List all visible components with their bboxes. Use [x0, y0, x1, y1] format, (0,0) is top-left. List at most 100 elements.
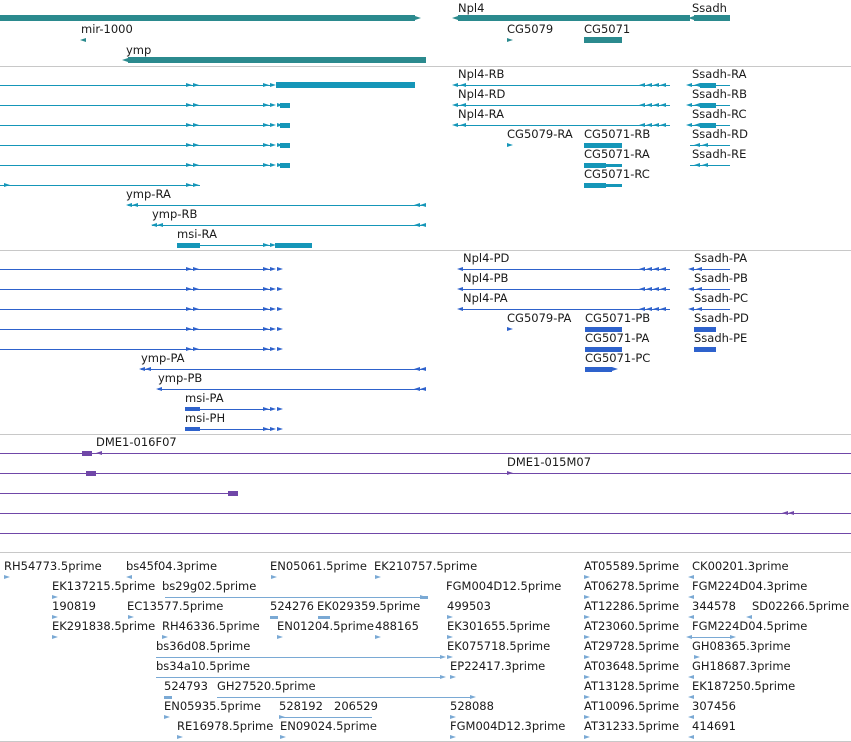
intron-line[interactable]: [694, 309, 730, 310]
est-label[interactable]: RH54773.5prime: [4, 559, 102, 573]
intron-line[interactable]: [0, 513, 851, 514]
est-label[interactable]: 524793: [164, 679, 208, 693]
gene-label-ssadh[interactable]: Ssadh: [692, 1, 727, 15]
intron-line[interactable]: [200, 245, 270, 246]
est-label[interactable]: FGM224D04.3prime: [692, 579, 808, 593]
est-label[interactable]: RH46336.5prime: [162, 619, 260, 633]
gene-bar[interactable]: [458, 15, 690, 21]
intron-line[interactable]: [141, 369, 426, 370]
transcript-label-ssadh-ra[interactable]: Ssadh-RA: [692, 67, 747, 81]
est-label[interactable]: bs29g02.5prime: [162, 579, 257, 593]
est-label[interactable]: GH18687.3prime: [692, 659, 791, 673]
est-label[interactable]: EN09024.5prime: [280, 719, 377, 733]
clone-label-dme1-016f07[interactable]: DME1-016F07: [96, 435, 177, 449]
intron-line[interactable]: [0, 85, 200, 86]
transcript-label-ssadh-rb[interactable]: Ssadh-RB: [692, 87, 747, 101]
intron-line[interactable]: [200, 145, 270, 146]
transcript-label-cg5071-rb[interactable]: CG5071-RB: [584, 127, 651, 141]
est-label[interactable]: AT23060.5prime: [584, 619, 680, 633]
intron-line[interactable]: [152, 225, 426, 226]
est-label[interactable]: EC13577.5prime: [127, 599, 224, 613]
est-label[interactable]: 488165: [375, 619, 419, 633]
intron-line[interactable]: [0, 493, 236, 494]
intron-line[interactable]: [463, 289, 670, 290]
est-label[interactable]: EN05935.5prime: [164, 699, 261, 713]
gene-bar[interactable]: [694, 15, 730, 21]
est-label[interactable]: EK210757.5prime: [374, 559, 478, 573]
intron-line[interactable]: [156, 657, 440, 658]
est-label[interactable]: 499503: [447, 599, 491, 613]
protein-label-cg5079-pa[interactable]: CG5079-PA: [507, 311, 572, 325]
protein-label-msi-ph[interactable]: msi-PH: [185, 411, 226, 425]
intron-line[interactable]: [0, 165, 200, 166]
intron-line[interactable]: [0, 145, 200, 146]
exon-block[interactable]: [700, 83, 716, 88]
intron-line[interactable]: [200, 289, 270, 290]
intron-line[interactable]: [165, 597, 420, 598]
est-label[interactable]: AT10096.5prime: [584, 699, 680, 713]
est-label[interactable]: EK029359.5prime: [317, 599, 421, 613]
intron-line[interactable]: [0, 125, 200, 126]
exon-block[interactable]: [584, 163, 606, 168]
transcript-label-npl4-rb[interactable]: Npl4-RB: [458, 67, 505, 81]
gene-label-ymp[interactable]: ymp: [126, 43, 152, 57]
protein-label-ssadh-pa[interactable]: Ssadh-PA: [694, 251, 748, 265]
est-label[interactable]: 524276: [270, 599, 314, 613]
intron-line[interactable]: [200, 309, 270, 310]
est-label[interactable]: CK00201.3prime: [692, 559, 789, 573]
transcript-label-cg5071-rc[interactable]: CG5071-RC: [584, 167, 650, 181]
exon-block[interactable]: [318, 616, 330, 619]
exon-block[interactable]: [606, 164, 622, 167]
est-label[interactable]: AT29728.5prime: [584, 639, 680, 653]
protein-label-ssadh-pe[interactable]: Ssadh-PE: [694, 331, 748, 345]
intron-line[interactable]: [200, 125, 270, 126]
intron-line[interactable]: [217, 697, 470, 698]
transcript-label-ymp-rb[interactable]: ymp-RB: [152, 207, 198, 221]
intron-line[interactable]: [200, 349, 270, 350]
exon-block[interactable]: [585, 327, 622, 332]
protein-label-npl4-pd[interactable]: Npl4-PD: [463, 251, 510, 265]
protein-label-ymp-pb[interactable]: ymp-PB: [158, 371, 203, 385]
intron-line[interactable]: [200, 329, 270, 330]
transcript-label-cg5071-ra[interactable]: CG5071-RA: [584, 147, 650, 161]
exon-block[interactable]: [280, 103, 290, 108]
intron-line[interactable]: [200, 409, 270, 410]
intron-line[interactable]: [692, 637, 730, 638]
intron-line[interactable]: [0, 533, 851, 534]
exon-block[interactable]: [606, 184, 622, 187]
exon-block[interactable]: [420, 596, 428, 599]
exon-block[interactable]: [700, 103, 716, 108]
intron-line[interactable]: [0, 453, 851, 454]
intron-line[interactable]: [158, 389, 426, 390]
intron-line[interactable]: [507, 473, 851, 474]
exon-block[interactable]: [177, 243, 200, 248]
est-label[interactable]: EK187250.5prime: [692, 679, 796, 693]
exon-block[interactable]: [86, 471, 96, 476]
est-label[interactable]: RE16978.5prime: [177, 719, 274, 733]
protein-label-npl4-pb[interactable]: Npl4-PB: [463, 271, 509, 285]
protein-label-ssadh-pd[interactable]: Ssadh-PD: [694, 311, 749, 325]
est-label[interactable]: bs45f04.3prime: [126, 559, 218, 573]
intron-line[interactable]: [200, 429, 270, 430]
gene-label-mir1000[interactable]: mir-1000: [81, 22, 133, 36]
est-label[interactable]: 307456: [692, 699, 736, 713]
exon-block[interactable]: [185, 407, 200, 411]
exon-block[interactable]: [185, 427, 200, 431]
exon-block[interactable]: [275, 243, 312, 248]
intron-line[interactable]: [458, 125, 670, 126]
est-label[interactable]: SD02266.5prime: [752, 599, 850, 613]
exon-block[interactable]: [276, 82, 415, 88]
transcript-label-npl4-ra[interactable]: Npl4-RA: [458, 107, 504, 121]
est-label[interactable]: 206529: [334, 699, 378, 713]
est-label[interactable]: 528088: [450, 699, 494, 713]
exon-block[interactable]: [584, 143, 622, 148]
transcript-label-ssadh-rc[interactable]: Ssadh-RC: [692, 107, 747, 121]
intron-line[interactable]: [0, 349, 200, 350]
transcript-label-ymp-ra[interactable]: ymp-RA: [126, 187, 171, 201]
est-label[interactable]: bs34a10.5prime: [156, 659, 251, 673]
intron-line[interactable]: [690, 145, 730, 146]
transcript-label-npl4-rd[interactable]: Npl4-RD: [458, 87, 506, 101]
intron-line[interactable]: [279, 717, 372, 718]
intron-line[interactable]: [458, 105, 670, 106]
transcript-label-ssadh-re[interactable]: Ssadh-RE: [692, 147, 747, 161]
